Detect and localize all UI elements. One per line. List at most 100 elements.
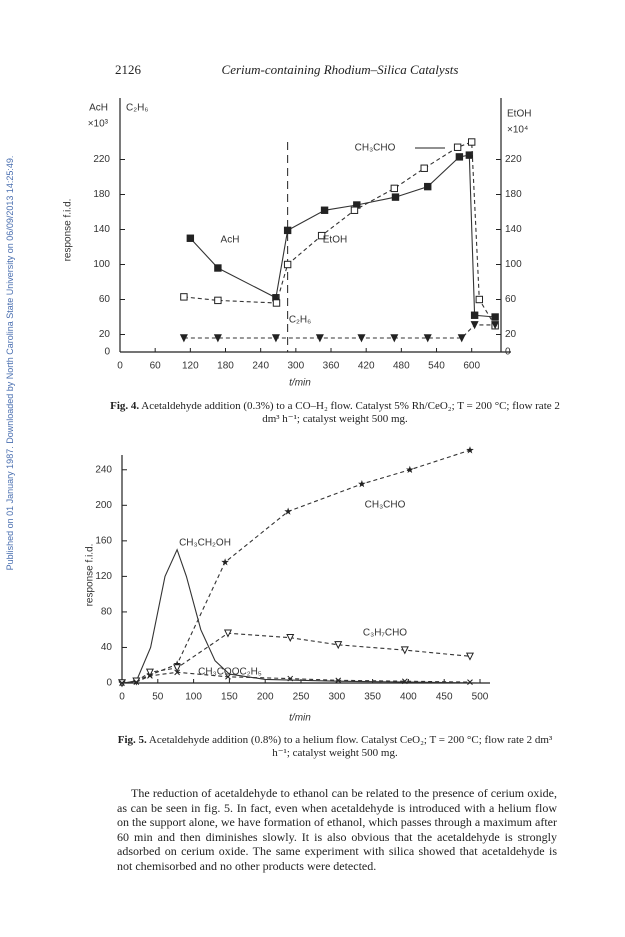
y-tick-label: 20 (99, 329, 111, 340)
marker (470, 321, 479, 330)
x-tick-label: 120 (182, 361, 199, 372)
marker (335, 677, 342, 684)
marker (283, 226, 292, 235)
marker (315, 334, 324, 343)
x-tick-label: 540 (428, 361, 445, 372)
x-tick-label: 180 (217, 361, 234, 372)
marker (391, 193, 400, 201)
marker (271, 334, 280, 343)
y-tick-label: 60 (99, 294, 111, 305)
series-line (121, 632, 471, 684)
marker (358, 480, 366, 488)
marker (221, 558, 229, 566)
y-tick-label: 200 (95, 500, 112, 511)
marker (400, 646, 409, 655)
marker (283, 260, 292, 269)
y2-tick-label: 220 (505, 154, 522, 165)
caption-text: Acetaldehyde addition (0.3%) to a CO–H₂ … (141, 400, 560, 425)
marker (491, 321, 500, 330)
y2-tick-label: 20 (505, 329, 517, 340)
y-tick-label: 100 (93, 259, 110, 270)
y-axis-label: response f.i.d. (63, 199, 74, 262)
y-tick-label: 140 (93, 224, 110, 235)
x-tick-label: 250 (293, 692, 310, 703)
annotation: CH₃CHO (355, 143, 396, 154)
caption: Fig. 4. Acetaldehyde addition (0.3%) to … (110, 400, 560, 426)
y-tick-label: 180 (93, 189, 110, 200)
caption-label: Fig. 4. (110, 400, 140, 412)
x-axis-label: t/min (289, 713, 311, 724)
caption-label: Fig. 5. (117, 734, 147, 746)
page-number: 2126 (115, 62, 141, 77)
marker (466, 446, 474, 454)
marker (147, 673, 153, 679)
x-tick-label: 60 (150, 361, 162, 372)
x-tick-label: 240 (252, 361, 269, 372)
x-tick-label: 360 (323, 361, 340, 372)
x-tick-label: 100 (185, 692, 202, 703)
y-tick-label: 80 (101, 607, 113, 618)
y2-tick-label: 100 (505, 259, 522, 270)
series-label: C₃H₇CHO (363, 628, 407, 639)
y2-tick-label: 180 (505, 189, 522, 200)
x-tick-label: 0 (117, 361, 123, 372)
marker (423, 334, 432, 343)
marker (350, 206, 359, 214)
x-tick-label: 450 (436, 692, 453, 703)
y2-tick-label: 60 (505, 294, 517, 305)
x-tick-label: 300 (328, 692, 345, 703)
body-paragraph: The reduction of acetaldehyde to ethanol… (117, 786, 557, 873)
marker (133, 679, 140, 685)
series-label: AcH (221, 235, 240, 246)
marker (286, 633, 295, 643)
y-tick-label: 0 (104, 347, 110, 358)
x-tick-label: 200 (257, 692, 274, 703)
marker (491, 313, 499, 321)
series-label: CH₃CHO (365, 500, 406, 511)
series-label: CH₃COOC₂H₅ (198, 667, 262, 678)
marker (420, 164, 428, 172)
caption-text: Acetaldehyde addition (0.8%) to a helium… (148, 734, 553, 759)
series-line (189, 154, 496, 318)
x-tick-label: 150 (221, 692, 238, 703)
marker (225, 673, 231, 680)
y-tick-label: 240 (95, 464, 112, 475)
y2-axis-title: EtOH (507, 109, 531, 120)
series-line (183, 141, 496, 327)
x-tick-label: 600 (463, 361, 480, 372)
marker (287, 675, 294, 682)
y-tick-label: 120 (95, 571, 112, 582)
marker (467, 679, 473, 685)
series-line (121, 449, 471, 684)
y-axis-title: AcH (89, 103, 108, 114)
series-line (183, 324, 496, 339)
x-tick-label: 0 (119, 692, 125, 703)
y2-tick-label: 140 (505, 224, 522, 235)
marker (317, 231, 326, 240)
y2-axis-title: ×10⁴ (507, 125, 528, 136)
x-tick-label: 400 (400, 692, 417, 703)
x-tick-label: 300 (288, 361, 305, 372)
marker (174, 669, 180, 676)
y2-tick-label: 0 (505, 347, 511, 358)
marker (453, 143, 462, 151)
series-line (121, 671, 471, 684)
marker (357, 334, 366, 343)
marker (284, 507, 292, 515)
marker (145, 668, 154, 677)
marker (467, 138, 476, 146)
y-tick-label: 220 (93, 154, 110, 165)
marker (424, 182, 432, 191)
x-tick-label: 420 (358, 361, 375, 372)
x-tick-label: 500 (472, 692, 489, 703)
marker (173, 664, 182, 673)
marker (173, 660, 181, 668)
x-tick-label: 350 (364, 692, 381, 703)
marker (119, 680, 125, 686)
y-tick-label: 0 (106, 678, 112, 689)
series-line (121, 548, 481, 684)
marker (475, 295, 484, 304)
marker (334, 641, 343, 650)
